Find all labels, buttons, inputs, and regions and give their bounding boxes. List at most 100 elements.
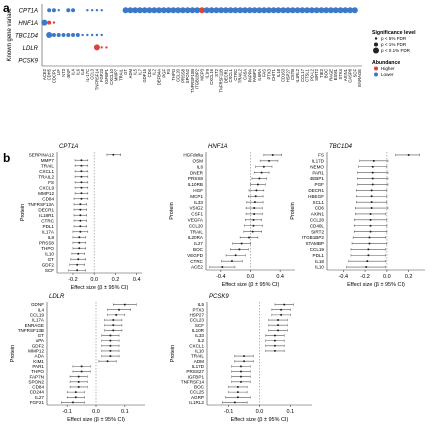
forest-hnf1a-estimate-point: [238, 248, 241, 251]
association-dot: [175, 7, 182, 14]
forest-tbc1d4-estimate-point: [367, 254, 370, 257]
gene-label-tbc1d4: TBC1D4: [15, 34, 39, 40]
forest-tbc1d4-estimate-point: [407, 153, 410, 156]
forest-hnf1a-estimate-point: [252, 218, 255, 221]
protein-tick-label: ACE2: [42, 68, 47, 80]
protein-tick-label: IL2: [152, 68, 157, 74]
forest-pcsk9-protein-label: IL5: [198, 302, 205, 307]
protein-tick-label: FGF23: [99, 68, 104, 82]
forest-ldlr-estimate-point: [123, 303, 126, 306]
forest-pcsk9-estimate-point: [277, 329, 280, 332]
protein-tick-label: IL6: [75, 68, 80, 74]
protein-tick-label: CD163: [281, 68, 286, 82]
association-dot: [351, 7, 358, 14]
association-dot: [66, 8, 71, 13]
forest-tbc1d4-protein-label: CCL19: [310, 247, 325, 252]
forest-tbc1d4-estimate-point: [370, 201, 373, 204]
forest-hnf1a-estimate-point: [253, 201, 256, 204]
forest-tbc1d4-protein-label: PAR1: [312, 170, 324, 175]
forest-ldlr-estimate-point: [112, 324, 115, 327]
forest-cpt1a-estimate-point: [79, 230, 82, 233]
forest-tbc1d4-estimate-point: [369, 212, 372, 215]
forest-hnf1a-estimate-point: [255, 189, 258, 192]
forest-cpt1a-estimate-point: [76, 269, 79, 272]
forest-cpt1a-estimate-point: [80, 175, 83, 178]
forest-pcsk9-x-tick-label: 0.0: [256, 409, 264, 415]
association-dot: [71, 8, 76, 13]
protein-tick-label: IL8: [80, 68, 85, 74]
forest-tbc1d4-protein-label: ITGB1BP2: [302, 235, 324, 240]
forest-tbc1d4-estimate-point: [365, 266, 368, 269]
forest-ldlr-protein-label: MMP12: [28, 349, 44, 354]
association-dot: [160, 7, 167, 14]
forest-tbc1d4-estimate-point: [369, 230, 372, 233]
association-dot: [327, 7, 334, 14]
protein-tick-label: TNFRSF14: [94, 68, 99, 90]
association-dot: [342, 7, 349, 14]
forest-pcsk9-estimate-point: [280, 313, 283, 316]
forest-tbc1d4-protein-label: 4EBP1: [310, 176, 325, 181]
forest-tbc1d4-x-tick-label: -0.2: [360, 274, 369, 280]
forest-tbc1d4-protein-label: DECR1: [308, 188, 324, 193]
forest-cpt1a-estimate-point: [80, 197, 83, 200]
forest-hnf1a-protein-label: IL6: [197, 164, 204, 169]
forest-pcsk9-x-title: Effect size (β ± 95% CI): [231, 417, 289, 423]
legend-size-label: p < 5% FDR: [381, 36, 407, 41]
forest-ldlr-estimate-point: [115, 313, 118, 316]
association-dot: [100, 46, 103, 49]
forest-pcsk9-estimate-point: [236, 385, 239, 388]
protein-tick-label: BNP: [66, 69, 71, 78]
protein-tick-label: MCP3: [200, 68, 205, 80]
legend-size-marker: [374, 37, 378, 40]
protein-tick-label: DECR1: [223, 68, 228, 83]
protein-tick-label: FS: [166, 69, 171, 75]
forest-pcsk9-estimate-point: [239, 380, 242, 383]
forest-hnf1a-x-title: Effect size (β ± 95% CI): [222, 282, 280, 288]
association-dot: [208, 7, 215, 14]
forest-ldlr-protein-label: IL27: [35, 395, 44, 400]
protein-tick-label: ENRAGE: [357, 69, 362, 87]
forest-cpt1a-estimate-point: [80, 181, 83, 184]
association-dot: [323, 7, 330, 14]
forest-pcsk9-estimate-point: [273, 334, 276, 337]
protein-tick-label: ITGB1BP2: [195, 68, 200, 89]
forest-hnf1a-protein-label: HGFdelta: [183, 153, 203, 158]
association-dot: [270, 7, 277, 14]
forest-hnf1a-x-tick-label: 0.4: [276, 274, 284, 280]
protein-tick-label: TIE2: [319, 68, 324, 78]
forest-tbc1d4-protein-label: HBEGF: [308, 194, 324, 199]
association-dot: [232, 7, 239, 14]
forest-cpt1a-estimate-point: [79, 219, 82, 222]
forest-cpt1a-estimate-point: [80, 192, 83, 195]
forest-pcsk9-protein-label: PTX3: [193, 307, 205, 312]
forest-cpt1a-protein-label: CXCL1: [39, 169, 54, 174]
forest-ldlr-protein-label: IL17A: [32, 318, 45, 323]
legend-size-title: Significance level: [372, 30, 416, 36]
forest-hnf1a-protein-label: VSIG2: [189, 206, 203, 211]
association-dot: [294, 7, 301, 14]
protein-tick-label: CDH5: [47, 68, 52, 80]
protein-tick-label: BOC: [324, 69, 329, 78]
forest-pcsk9-title: PCSK9: [209, 294, 229, 300]
forest-hnf1a-protein-label: ACE2: [191, 265, 203, 270]
forest-cpt1a-estimate-point: [80, 170, 83, 173]
forest-cpt1a-protein-label: DECR1: [38, 207, 54, 212]
association-dot: [199, 7, 205, 14]
forest-hnf1a-protein-label: VEGFD: [187, 253, 204, 258]
association-dot: [165, 7, 172, 14]
forest-ldlr-protein-label: ADA: [35, 354, 45, 359]
forest-cpt1a-estimate-point: [78, 247, 81, 250]
legend-color-marker: [374, 72, 378, 77]
protein-tick-label: CXCL10: [109, 68, 114, 84]
forest-pcsk9-estimate-point: [239, 365, 242, 368]
forest-cpt1a-protein-label: IL17A: [42, 229, 55, 234]
association-dot: [90, 9, 94, 12]
forest-cpt1a-protein-label: MMP7: [41, 158, 55, 163]
forest-pcsk9-y-title: Protein: [170, 345, 176, 362]
forest-cpt1a-estimate-point: [76, 263, 79, 266]
forest-cpt1a-estimate-point: [77, 258, 80, 261]
forest-cpt1a-protein-label: SERPINA12: [29, 152, 55, 157]
forest-cpt1a-estimate-point: [80, 186, 83, 189]
association-dot: [179, 7, 186, 14]
protein-tick-label: IL4: [71, 68, 76, 74]
